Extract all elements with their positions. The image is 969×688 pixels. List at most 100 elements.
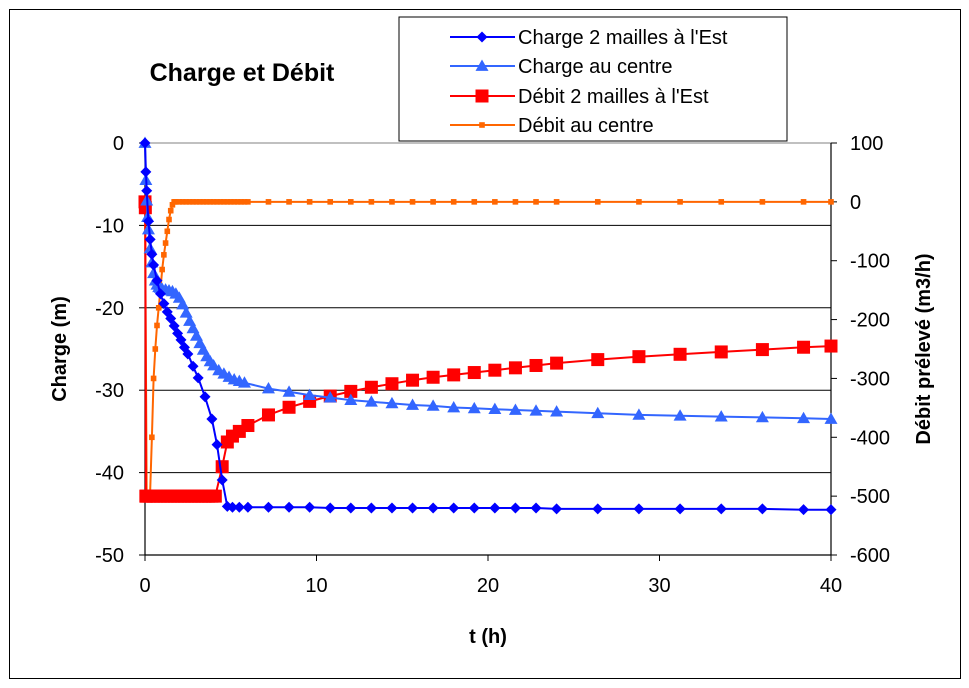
data-point: [203, 199, 210, 205]
series-line: [144, 142, 832, 420]
x-tick-label: 20: [477, 575, 499, 597]
y-axis-right-title: Débit prélevé (m3/h): [913, 253, 935, 444]
data-point: [166, 216, 172, 223]
y-right-tick-label: -200: [850, 310, 890, 332]
data-point: [242, 501, 254, 513]
legend-marker: [475, 89, 489, 103]
data-point: [467, 401, 481, 414]
data-point: [238, 199, 244, 205]
gridlines: [145, 224, 831, 474]
data-point: [348, 199, 354, 205]
legend-label: Charge au centre: [518, 56, 673, 78]
data-point: [673, 409, 687, 421]
series-layer: [138, 136, 838, 516]
data-point: [715, 503, 727, 515]
data-point: [344, 393, 358, 405]
data-point: [140, 166, 152, 178]
data-point: [216, 474, 228, 486]
x-tick-label: 30: [648, 575, 670, 597]
x-axis-title: t (h): [469, 626, 507, 648]
data-point: [303, 388, 317, 401]
data-point: [227, 199, 234, 205]
data-point: [364, 395, 378, 407]
data-point: [183, 199, 189, 205]
data-point: [553, 199, 560, 205]
data-point: [594, 199, 601, 205]
data-point: [154, 288, 166, 300]
data-point: [306, 199, 313, 205]
y-axis-left-title: Charge (m): [49, 296, 71, 402]
data-point: [467, 366, 481, 380]
data-point: [673, 347, 687, 361]
x-tick-label: 10: [305, 575, 327, 597]
data-point: [406, 398, 420, 410]
y-right-tick-label: -100: [850, 251, 890, 273]
data-point: [155, 305, 162, 311]
data-point: [217, 199, 224, 205]
data-point: [245, 199, 251, 205]
data-point: [262, 501, 274, 513]
data-point: [430, 199, 436, 205]
data-point: [146, 248, 158, 260]
data-point: [592, 503, 604, 515]
data-point: [529, 404, 543, 416]
data-point: [426, 370, 440, 384]
data-point: [148, 259, 160, 271]
data-point: [144, 233, 156, 245]
series-line: [144, 142, 831, 511]
legend-item: Charge 2 mailles à l'Est: [450, 27, 728, 49]
data-point: [448, 502, 460, 514]
x-tick-label: 40: [820, 575, 842, 597]
data-point: [489, 502, 501, 514]
data-point: [283, 501, 295, 513]
data-point: [530, 502, 542, 514]
data-point: [636, 199, 642, 205]
data-point: [176, 298, 190, 310]
data-point: [167, 207, 174, 214]
data-point: [206, 413, 218, 425]
data-point: [327, 199, 334, 205]
data-point: [261, 382, 275, 394]
data-point: [714, 410, 728, 422]
data-point: [241, 419, 255, 433]
data-point: [385, 377, 399, 391]
data-point: [304, 501, 316, 513]
data-point: [286, 199, 292, 205]
data-point: [632, 408, 646, 420]
data-point: [193, 199, 200, 205]
data-point: [488, 402, 502, 415]
data-point: [142, 215, 154, 227]
data-point: [169, 202, 176, 208]
data-point: [221, 199, 227, 205]
data-point: [533, 199, 539, 205]
legend-label: Débit 2 mailles à l'Est: [518, 86, 709, 108]
data-point: [141, 185, 153, 197]
data-point: [190, 199, 196, 205]
data-point: [149, 434, 155, 441]
y-right-tick-label: -500: [850, 486, 890, 508]
data-point: [159, 266, 165, 273]
data-point: [158, 298, 170, 310]
data-point: [755, 343, 769, 357]
data-point: [233, 501, 245, 513]
data-point: [824, 412, 838, 424]
y-right-tick-label: -600: [850, 545, 890, 567]
data-point: [797, 411, 811, 424]
data-point: [231, 199, 237, 205]
legend-marker: [479, 122, 485, 128]
legend-marker: [475, 59, 489, 71]
data-point: [323, 391, 337, 403]
data-point: [450, 199, 457, 205]
data-point: [800, 199, 807, 205]
series-2: [138, 136, 838, 424]
data-point: [197, 199, 203, 205]
data-point: [824, 339, 838, 353]
legend-item: Charge au centre: [450, 56, 673, 78]
data-point: [365, 502, 377, 514]
data-point: [364, 380, 378, 394]
data-point: [210, 199, 217, 205]
data-point: [512, 199, 519, 205]
x-tick-label: 0: [139, 575, 150, 597]
data-point: [215, 460, 229, 474]
